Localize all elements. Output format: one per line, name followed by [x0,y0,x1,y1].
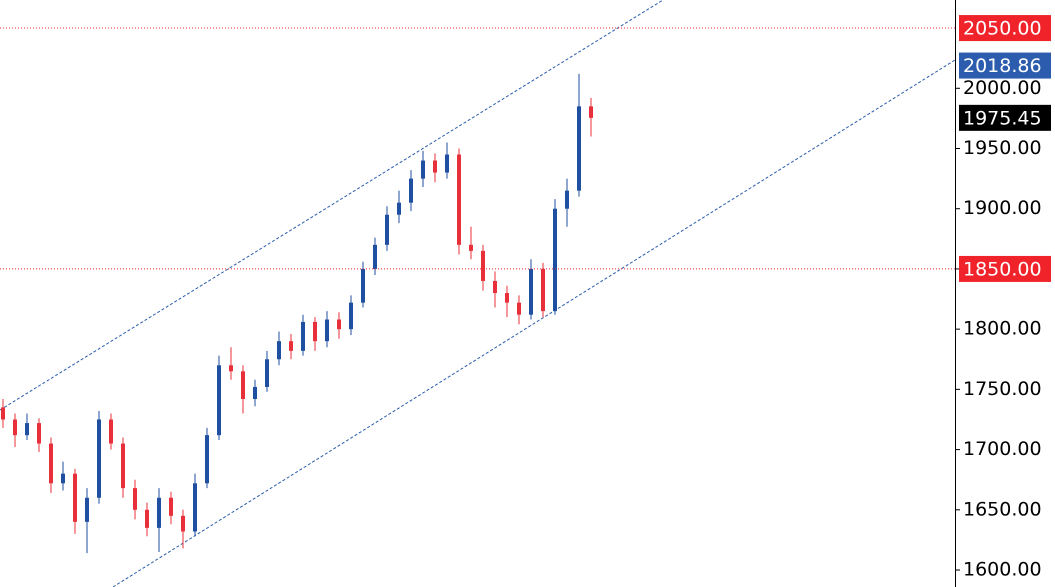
y-tick-label: 1900.00 [963,197,1042,219]
candle-body [433,160,437,173]
candle-body [85,497,89,522]
candle-body [205,435,209,484]
candle-body [1,407,5,420]
candle-body [481,250,485,281]
price-label: 1975.45 [963,107,1042,129]
candle-body [589,106,593,118]
candle-body [445,154,449,173]
candle-body [301,321,305,351]
y-tick-label: 1700.00 [963,438,1042,460]
y-tick-label: 1750.00 [963,378,1042,400]
y-tick-label: 1950.00 [963,137,1042,159]
candle-body [505,293,509,303]
candle-body [409,178,413,203]
candle-body [565,190,569,209]
candle-body [109,419,113,444]
candle-body [517,302,521,315]
candle-body [361,268,365,303]
candle-body [385,214,389,245]
price-label-box [959,104,1051,131]
candle-body [349,302,353,330]
candle-body [241,371,245,400]
price-label-box [959,52,1051,79]
candle-body [193,483,197,532]
candle-body [25,423,29,436]
candle-body [217,365,221,436]
candle-body [421,160,425,179]
candle-body [121,443,125,489]
candle-body [325,319,329,342]
y-tick-label: 2000.00 [963,77,1042,99]
candle-body [145,509,149,528]
candle-body [397,202,401,215]
candle-body [61,473,65,484]
candle-body [457,154,461,245]
y-tick-label: 1600.00 [963,559,1042,581]
candle-body [313,321,317,342]
candle-body [553,208,557,312]
candle-body [157,497,161,528]
channel-lower [112,59,956,587]
candle-body [229,365,233,372]
candle-body [337,319,341,330]
candle-body [97,419,101,498]
candle-body [49,443,53,484]
price-label-box [959,15,1051,42]
candle-body [373,244,377,269]
candle-body [577,106,581,191]
candle-body [277,341,281,360]
y-tick-label: 1800.00 [963,318,1042,340]
candle-body [493,280,497,294]
price-label: 2050.00 [963,18,1042,40]
price-label: 2018.86 [963,55,1042,77]
candle-body [265,359,269,387]
candle-body [541,268,545,312]
candle-body [169,497,173,516]
candle-body [37,423,41,444]
candle-body [73,473,77,522]
y-tick-label: 1650.00 [963,498,1042,520]
price-label: 1850.00 [963,258,1042,280]
candle-body [13,419,17,436]
candle-body [253,386,257,400]
candle-body [529,268,533,315]
candle-body [289,341,293,351]
candle-body [181,515,185,532]
price-label-box [959,255,1051,282]
candle-body [133,488,137,510]
candle-body [469,244,473,251]
